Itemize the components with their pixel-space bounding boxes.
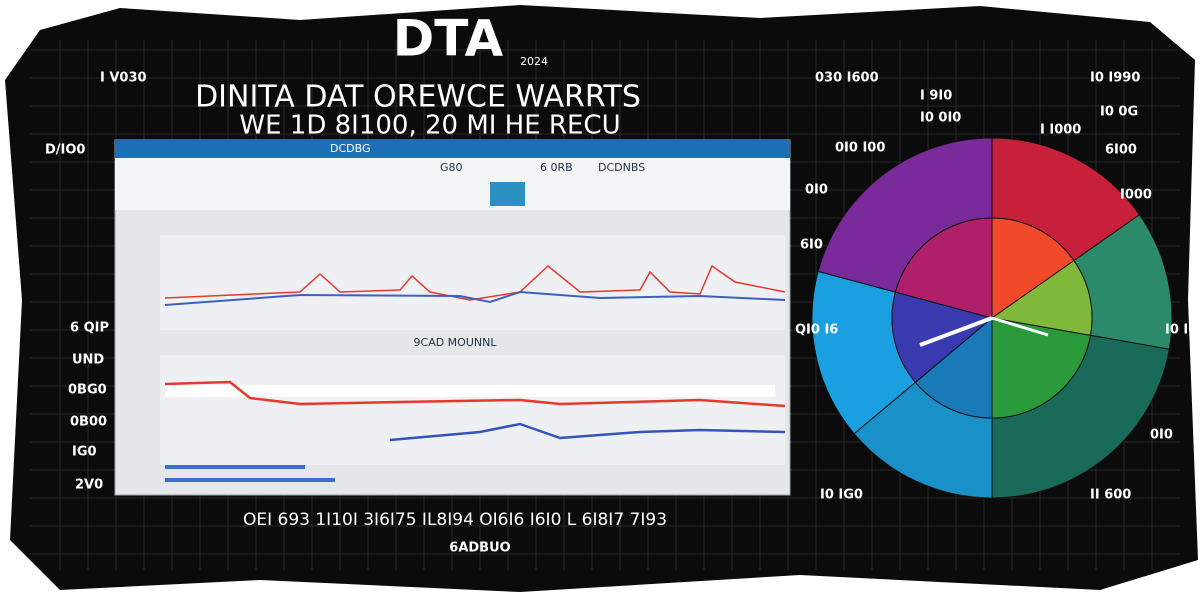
tagline: WE 1D 8I100, 20 MI HE RECU <box>239 111 620 141</box>
side-label: I0 0G <box>1100 105 1138 120</box>
side-label: 6I00 <box>1105 143 1137 158</box>
menu-item[interactable]: DCDNBS <box>598 161 645 174</box>
progress-bar <box>165 465 305 469</box>
side-labels: I V030 D/IO0 6 QIP UND 0BG0 0B00 IG0 2V0 030 I60… <box>45 71 1200 503</box>
progress-bar <box>165 478 335 482</box>
side-label: I0 I990 <box>1090 71 1140 86</box>
side-label: IG0 <box>72 445 97 460</box>
menu-item[interactable]: G80 <box>440 161 463 174</box>
line-red <box>164 264 786 301</box>
side-label: I0 0I0 <box>920 111 961 126</box>
footer-line: OEI 693 1I10I 3I6I75 IL8I94 OI6I6 I6I0 L… <box>243 510 667 530</box>
title: DTA <box>393 10 504 68</box>
side-label: II 600 <box>1090 488 1131 503</box>
line-blue <box>389 422 786 442</box>
side-label: I V030 <box>100 71 147 86</box>
inner-segment <box>991 317 1092 419</box>
line-blue <box>164 290 786 306</box>
side-label: 030 I600 <box>815 71 879 86</box>
side-label: I000 <box>1120 188 1152 203</box>
side-label: 0I0 <box>1150 428 1173 443</box>
chart-area <box>160 235 785 330</box>
inner-segment <box>894 217 993 319</box>
menu-item[interactable]: 6 0RB <box>540 161 573 174</box>
side-label: 0I0 <box>805 183 828 198</box>
side-label: I 9I0 <box>920 89 952 104</box>
needle <box>919 316 993 347</box>
title-bar <box>115 140 790 158</box>
side-label: I0 I00 <box>1165 323 1200 338</box>
toolbar <box>115 158 790 210</box>
radial-chart <box>811 137 1173 499</box>
side-label: 6I0 <box>800 238 823 253</box>
side-label: D/IO0 <box>45 143 85 158</box>
toolbar-button[interactable] <box>490 182 525 206</box>
side-label: 2V0 <box>75 478 103 493</box>
side-label: UND <box>72 353 104 368</box>
tab-label[interactable]: DCDBG <box>330 142 371 155</box>
subtitle: DINITA DAT OREWCE WARRTS <box>195 80 641 115</box>
side-label: 0B00 <box>70 415 107 430</box>
side-label: I0 IG0 <box>820 488 863 503</box>
side-label: 0I0 I00 <box>835 141 885 156</box>
side-label: 0BG0 <box>68 383 107 398</box>
side-label: 6 QIP <box>70 321 109 336</box>
chart-title: 9CAD MOUNNL <box>414 336 498 349</box>
side-label: I I000 <box>1040 123 1081 138</box>
footer-line: 6ADBUO <box>449 541 510 556</box>
needle <box>991 316 1049 337</box>
band <box>165 385 775 397</box>
chart-area <box>160 355 785 465</box>
badge: 2024 <box>520 55 548 68</box>
line-red <box>164 380 786 408</box>
dashboard-window: DCDBG G80 6 0RB DCDNBS 9CAD MOUNNL <box>114 139 791 496</box>
side-label: QI0 I6 <box>795 323 838 338</box>
